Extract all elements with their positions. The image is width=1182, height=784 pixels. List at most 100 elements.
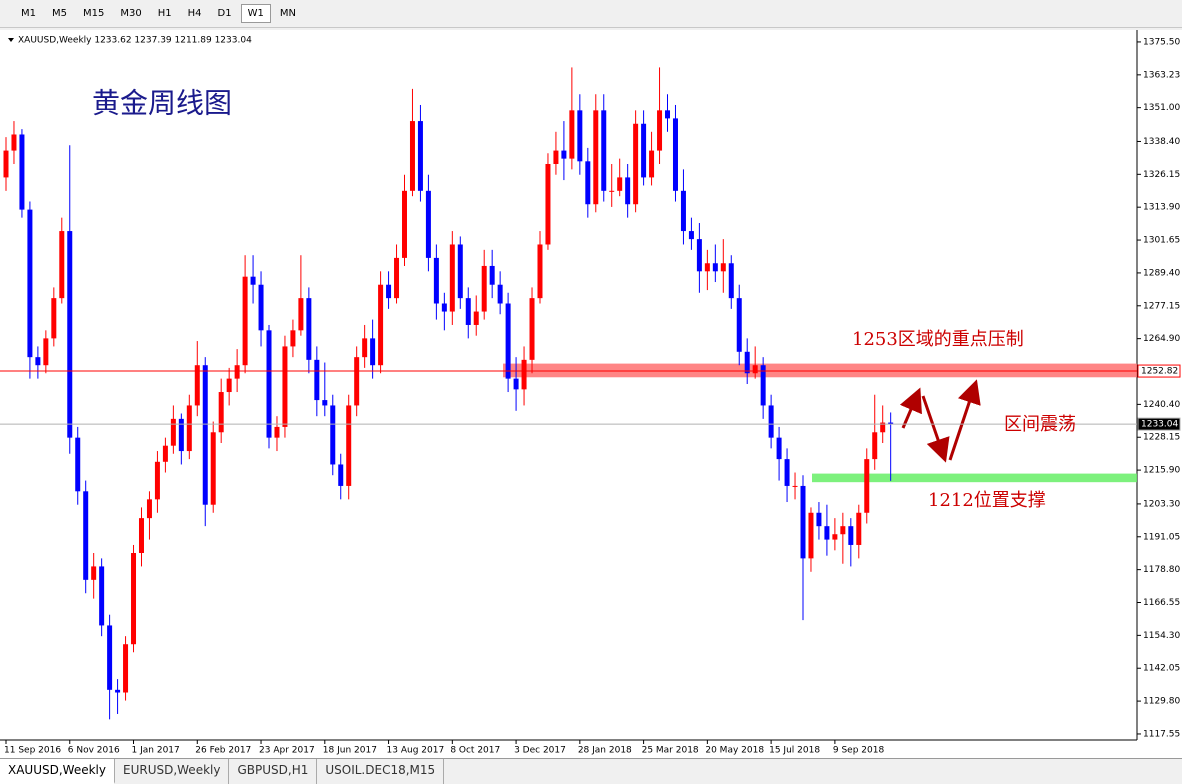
candle-body [649,150,655,178]
candle-body [888,422,894,425]
candle-body [306,298,312,360]
candle-body [67,231,73,438]
candle-body [346,405,352,486]
candle-body [83,491,89,580]
candle-body [433,257,439,304]
x-tick-label: 9 Sep 2018 [833,746,885,756]
candle-body [505,303,511,379]
candle-body [314,359,320,401]
candle-body [864,459,870,513]
x-tick-label: 8 Oct 2017 [450,746,500,756]
timeframe-button[interactable]: M15 [83,8,105,19]
candle-body [489,265,495,285]
symbol-tabs: XAUUSD,Weekly EURUSD,Weekly GBPUSD,H1 USOIL… [0,758,1182,784]
menu-triangle [8,38,14,42]
y-tick-label: 1166.55 [1143,598,1180,608]
candle-body [473,311,479,325]
candle-body [457,244,463,299]
candle-body [338,464,344,486]
candle-body [242,276,248,366]
timeframe-button[interactable]: MN [279,8,296,19]
candle-body [848,526,854,545]
candle-body [784,459,790,486]
candle-body [704,263,710,272]
candle-body [569,110,575,159]
candle-body [11,134,17,151]
candle-body [35,357,41,366]
annotation: 1253区域的重点压制 [852,329,1024,350]
timeframe-button[interactable]: D1 [217,8,232,19]
candle-body [465,298,471,325]
symbol-tab[interactable]: GBPUSD,H1 [229,759,318,784]
annotation: 区间震荡 [1004,414,1076,435]
candle-body [194,365,200,406]
y-tick-label: 1240.40 [1143,400,1180,410]
x-tick-label: 26 Feb 2017 [195,746,251,756]
candle-body [394,257,400,299]
candle-body [3,150,9,178]
arrow [948,379,981,461]
arrow [899,387,922,429]
candle-body [665,110,671,119]
candle-body [585,161,591,205]
candle-body [330,405,336,465]
timeframe-button[interactable]: M1 [21,8,36,19]
candle-body [107,625,113,690]
candle-body [178,418,184,452]
candle-body [417,121,423,191]
symbol-tab[interactable]: EURUSD,Weekly [115,759,230,784]
candle-body [322,400,328,406]
x-tick-label: 28 Jan 2018 [578,746,632,756]
y-tick-label: 1178.80 [1143,565,1180,575]
candle-body [115,689,121,693]
y-tick-label: 1129.80 [1143,697,1180,707]
candle-body [123,644,129,693]
candle-body [633,123,639,205]
timeframe-button[interactable]: M30 [120,8,142,19]
x-tick-label: 3 Dec 2017 [514,746,566,756]
symbol-tab[interactable]: USOIL.DEC18,M15 [317,759,445,784]
timeframe-button[interactable]: H1 [157,8,172,19]
candle-body [872,432,878,460]
candle-body [258,284,264,331]
y-tick-label: 1313.90 [1143,203,1180,213]
candle-body [712,263,718,272]
candle-body [402,190,407,258]
candle-body [282,346,288,427]
price-label: 1233.04 [1141,420,1178,430]
candle-body [617,177,623,191]
candle-body [728,263,734,299]
candle-body [186,405,192,452]
candle-body [521,359,527,390]
y-tick-label: 1228.15 [1143,433,1180,443]
candle-body [609,190,615,192]
candle-body [641,123,647,178]
y-tick-label: 1375.50 [1143,37,1180,47]
y-tick-label: 1154.30 [1143,631,1180,641]
x-tick-label: 11 Sep 2016 [4,746,61,756]
candle-body [657,110,663,151]
y-tick-label: 1203.30 [1143,499,1180,509]
timeframe-button[interactable]: M5 [52,8,67,19]
candle-body [561,150,567,159]
candle-body [234,365,240,379]
candle-body [744,351,750,374]
y-tick-label: 1363.23 [1143,70,1180,80]
y-tick-label: 1264.90 [1143,334,1180,344]
timeframe-button[interactable]: W1 [240,4,271,23]
x-tick-label: 13 Aug 2017 [387,746,445,756]
candle-body [545,163,551,245]
zone [503,363,1137,378]
candle-body [752,365,758,374]
price-label-box [1137,364,1181,378]
candle-body [202,365,208,505]
candle-body [832,534,838,540]
candle-body [792,485,798,487]
candle-body [760,365,766,406]
timeframe-button[interactable]: H4 [187,8,202,19]
symbol-tab[interactable]: XAUUSD,Weekly [0,759,115,784]
candle-body [362,338,368,358]
candle-body [266,330,272,438]
y-tick-label: 1117.55 [1143,729,1180,739]
candle-body [720,263,726,272]
